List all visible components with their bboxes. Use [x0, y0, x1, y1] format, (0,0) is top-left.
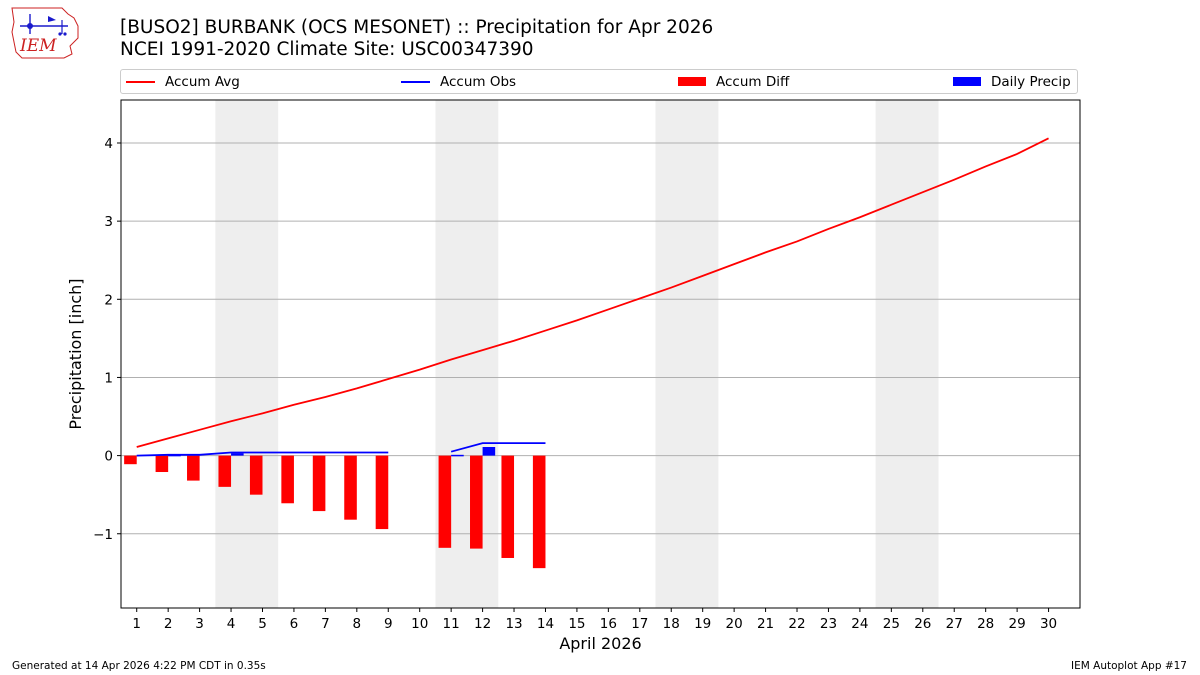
x-tick-label: 24: [851, 616, 868, 632]
x-tick-label: 18: [663, 616, 680, 632]
accum-obs-line: [136, 451, 389, 457]
y-tick-label: 1: [104, 370, 113, 386]
accum-diff-bar: [249, 455, 263, 495]
x-tick-label: 21: [757, 616, 774, 632]
footer-app: IEM Autoplot App #17: [1071, 660, 1187, 672]
x-tick-label: 13: [505, 616, 522, 632]
x-tick-label: 5: [258, 616, 267, 632]
accum-diff-bar: [155, 455, 169, 473]
x-tick-label: 25: [883, 616, 900, 632]
weekend-shade: [655, 100, 719, 608]
plot-frame: [120, 99, 1081, 609]
x-tick-label: 19: [694, 616, 711, 632]
x-tick-label: 20: [726, 616, 743, 632]
legend-label-daily-precip: Daily Precip: [991, 73, 1071, 90]
legend-label-accum-avg: Accum Avg: [165, 73, 240, 90]
accum-diff-bar: [438, 455, 452, 548]
x-tick-label: 30: [1040, 616, 1057, 632]
y-tick-label: −1: [93, 527, 113, 543]
legend-item-accum-avg: Accum Avg: [126, 70, 240, 93]
legend-swatch-daily-precip: [953, 77, 981, 86]
legend-item-daily-precip: Daily Precip: [953, 70, 1071, 93]
legend-swatch-accum-obs: [401, 80, 430, 83]
x-tick-label: 16: [600, 616, 617, 632]
accum-diff-bar: [187, 455, 200, 481]
x-tick-label: 4: [227, 616, 236, 632]
x-tick-label: 6: [290, 616, 299, 632]
weekend-shade: [875, 100, 939, 608]
daily-precip-bar: [482, 447, 496, 456]
accum-diff-bar: [375, 455, 389, 530]
legend-swatch-accum-avg: [126, 80, 155, 83]
accum-diff-bar: [470, 455, 483, 549]
logo-text: IEM: [19, 36, 57, 56]
x-tick-label: 8: [353, 616, 362, 632]
x-tick-label: 17: [631, 616, 648, 632]
legend-item-accum-obs: Accum Obs: [401, 70, 516, 93]
accum-diff-bar: [218, 455, 232, 487]
x-tick-label: 14: [537, 616, 554, 632]
legend-swatch-accum-diff: [678, 77, 706, 86]
accum-diff-bar: [532, 455, 546, 569]
x-tick-label: 3: [195, 616, 204, 632]
accum-avg-line: [136, 137, 1049, 448]
x-tick-label: 7: [321, 616, 330, 632]
x-tick-label: 23: [820, 616, 837, 632]
x-tick-label: 15: [568, 616, 585, 632]
iem-logo: IEM: [11, 7, 79, 59]
accum-diff-bar: [312, 455, 326, 512]
legend-label-accum-diff: Accum Diff: [716, 73, 790, 90]
legend: Accum Avg Accum Obs Accum Diff Daily Pre…: [120, 69, 1078, 94]
daily-precip-bar: [451, 454, 464, 457]
y-tick-label: 0: [104, 449, 113, 465]
x-tick-label: 27: [946, 616, 963, 632]
y-tick-label: 4: [104, 136, 113, 152]
accum-diff-bar: [281, 455, 294, 504]
x-tick-label: 10: [411, 616, 428, 632]
y-tick-label: 2: [104, 292, 113, 308]
x-tick-label: 2: [164, 616, 173, 632]
x-tick-label: 9: [384, 616, 393, 632]
x-tick-label: 1: [132, 616, 141, 632]
legend-item-accum-diff: Accum Diff: [678, 70, 789, 93]
chart-title: [BUSO2] BURBANK (OCS MESONET) :: Precipi…: [120, 17, 714, 38]
x-tick-label: 12: [474, 616, 491, 632]
x-tick-label: 29: [1009, 616, 1026, 632]
y-tick-label: 3: [104, 214, 113, 230]
accum-diff-bar: [124, 455, 137, 465]
footer-generated: Generated at 14 Apr 2026 4:22 PM CDT in …: [12, 660, 266, 672]
x-tick-label: 26: [914, 616, 931, 632]
x-tick-label: 22: [788, 616, 805, 632]
accum-diff-bar: [344, 455, 357, 520]
chart-subtitle: NCEI 1991-2020 Climate Site: USC00347390: [120, 39, 534, 60]
x-tick-label: 28: [977, 616, 994, 632]
y-axis-label: Precipitation [inch]: [66, 278, 85, 429]
weekend-shade: [215, 100, 279, 608]
daily-precip-bar: [231, 453, 244, 456]
accum-diff-bar: [501, 455, 515, 558]
x-axis-label: April 2026: [559, 634, 641, 653]
legend-label-accum-obs: Accum Obs: [440, 73, 517, 90]
x-tick-label: 11: [443, 616, 460, 632]
accum-obs-line: [450, 442, 546, 453]
